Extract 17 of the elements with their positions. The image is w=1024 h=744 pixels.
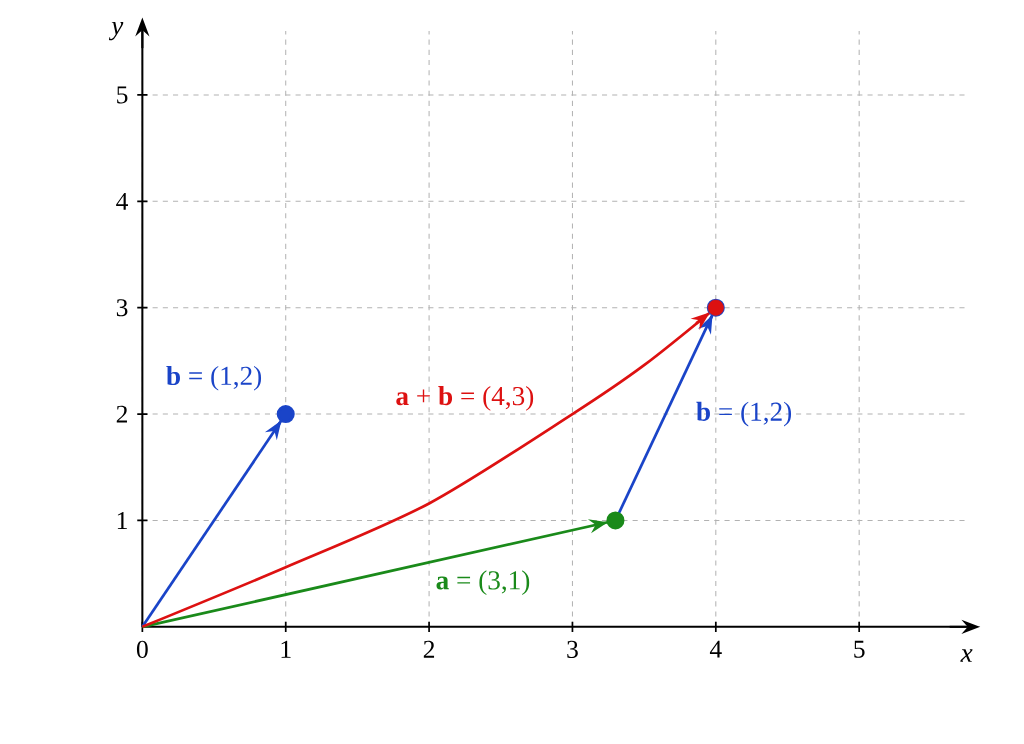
y-axis-title: y <box>108 21 124 41</box>
y-tick-label: 3 <box>116 299 128 317</box>
x-tick-label: 4 <box>709 640 722 658</box>
y-tick-label: 1 <box>117 512 127 529</box>
series-label: b = (1,2) <box>166 365 262 391</box>
y-tick-label: 4 <box>116 192 128 210</box>
x-tick-label: 3 <box>567 640 578 658</box>
y-tick-label: 5 <box>117 86 128 104</box>
y-tick-label: 2 <box>116 405 127 423</box>
x-tick-label: 2 <box>423 640 435 658</box>
x-axis-title: x <box>960 649 973 662</box>
series-label: a + b = (4,3) <box>396 386 534 411</box>
x-tick-label: 5 <box>854 640 865 658</box>
series-label: b = (1,2) <box>696 401 792 427</box>
x-tick-label: 1 <box>281 640 291 658</box>
series-label: a = (3,1) <box>436 570 530 595</box>
x-tick-label: 0 <box>136 640 148 658</box>
